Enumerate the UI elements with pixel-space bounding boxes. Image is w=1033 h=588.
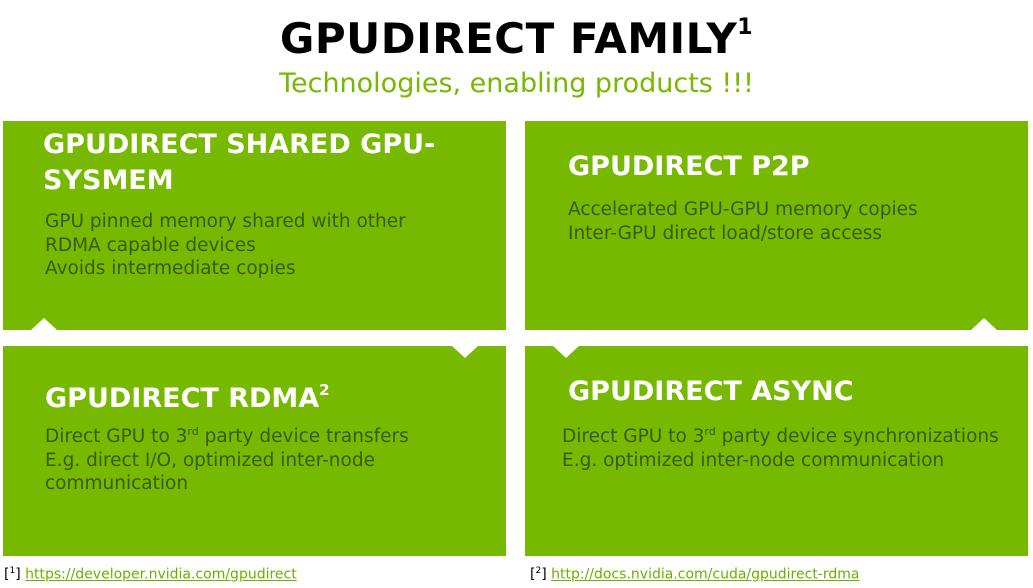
- footnote-marker: 1: [9, 566, 16, 576]
- footnote-link-gpudirect-rdma[interactable]: http://docs.nvidia.com/cuda/gpudirect-rd…: [551, 566, 860, 583]
- tile-body: GPU pinned memory shared with other RDMA…: [45, 210, 406, 281]
- tile-heading: GPUDIRECT SHARED GPU- SYSMEM: [43, 127, 435, 199]
- tile-heading: GPUDIRECT ASYNC: [568, 376, 854, 407]
- tile-heading-line: GPUDIRECT SHARED GPU-: [43, 129, 436, 160]
- tile-shared-gpu-sysmem: GPUDIRECT SHARED GPU- SYSMEM GPU pinned …: [3, 121, 506, 330]
- tile-body-line: Avoids intermediate copies: [45, 258, 296, 279]
- tile-heading: GPUDIRECT P2P: [568, 151, 810, 182]
- notch-up-icon: [971, 318, 997, 330]
- tile-body-line: Inter-GPU direct load/store access: [568, 222, 883, 244]
- footnote-1: [1] https://developer.nvidia.com/gpudire…: [4, 566, 297, 583]
- footnote-2: [2] http://docs.nvidia.com/cuda/gpudirec…: [530, 566, 860, 583]
- page-title: GPUDIRECT FAMILY1: [0, 14, 1033, 63]
- tile-body-line: Direct GPU to 3rd party device transfers: [45, 424, 409, 447]
- title-footnote-marker: 1: [737, 15, 754, 40]
- heading-footnote-marker: 2: [319, 381, 330, 399]
- tile-body: Direct GPU to 3rd party device synchroni…: [562, 425, 999, 472]
- tile-body-line: Accelerated GPU-GPU memory copies: [568, 199, 918, 220]
- tile-heading-line: SYSMEM: [43, 165, 174, 196]
- tile-body-line: RDMA capable devices: [45, 234, 256, 256]
- tile-rdma: GPUDIRECT RDMA2 Direct GPU to 3rd party …: [3, 346, 506, 556]
- tile-heading-text: GPUDIRECT RDMA: [45, 383, 320, 414]
- tile-body-line: communication: [45, 473, 189, 494]
- tile-body-line: E.g. direct I/O, optimized inter-node: [45, 449, 375, 471]
- footnote-link-gpudirect[interactable]: https://developer.nvidia.com/gpudirect: [25, 566, 297, 583]
- tile-p2p: GPUDIRECT P2P Accelerated GPU-GPU memory…: [525, 121, 1028, 330]
- footnote-marker: 2: [535, 566, 542, 576]
- page-subtitle: Technologies, enabling products !!!: [279, 68, 754, 99]
- tile-body-line: Direct GPU to 3rd party device synchroni…: [562, 424, 999, 447]
- tile-body-line: E.g. optimized inter-node communication: [562, 449, 945, 471]
- tile-body-line: GPU pinned memory shared with other: [45, 211, 406, 232]
- notch-up-icon: [31, 318, 57, 330]
- tile-body: Direct GPU to 3rd party device transfers…: [45, 425, 409, 496]
- page-title-text: GPUDIRECT FAMILY: [279, 14, 738, 63]
- notch-down-icon: [452, 346, 478, 358]
- tile-heading: GPUDIRECT RDMA2: [45, 374, 330, 417]
- notch-down-icon: [553, 346, 579, 358]
- tile-body: Accelerated GPU-GPU memory copies Inter-…: [568, 198, 918, 245]
- tile-async: GPUDIRECT ASYNC Direct GPU to 3rd party …: [525, 346, 1028, 556]
